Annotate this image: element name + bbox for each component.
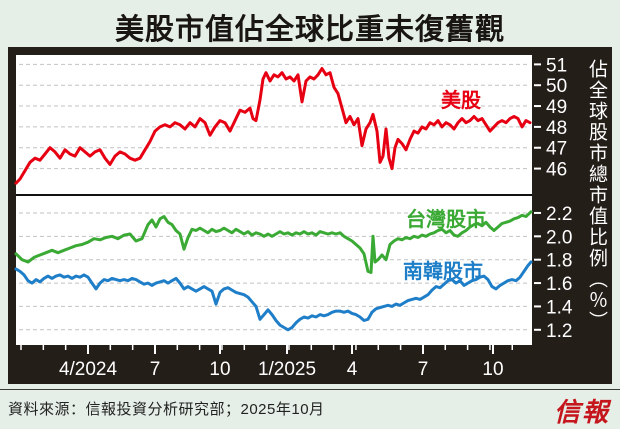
right-axis-title: 佔全球股市總市值比例（％） [586, 59, 607, 332]
series-line-美股 [14, 67, 532, 185]
y-tick-label: 1.8 [546, 251, 572, 272]
y-tick-label: 1.2 [546, 321, 572, 342]
y-tick-label: 51 [546, 55, 567, 76]
x-tick-label: 4/2024 [59, 359, 118, 380]
y-tick-label: 46 [546, 160, 567, 181]
y-tick-label: 1.6 [546, 274, 572, 295]
hkej-logo: 信報 [553, 398, 610, 427]
series-line-南韓股市 [14, 260, 533, 332]
y-tick-label: 47 [546, 139, 567, 160]
y-tick-label: 2.2 [546, 204, 572, 225]
x-tick-label: 1/2025 [258, 359, 316, 380]
page-title: 美股市值佔全球比重未復舊觀 [114, 14, 505, 46]
x-tick-label: 10 [209, 359, 230, 380]
y-tick-label: 50 [546, 76, 567, 97]
y-tick-label: 1.4 [546, 297, 573, 318]
source-divider [0, 389, 620, 390]
y-tick-label: 49 [546, 97, 567, 118]
chart-frame: 51 50 49 48 47 46 2.2 2.0 1.8 1.6 1.4 1.2 4/2024 7 10 1… [8, 47, 612, 384]
x-tick-label: 7 [150, 359, 161, 380]
series-line-台灣股市 [14, 210, 533, 274]
source-note: 資料來源：信報投資分析研究部；2025年10月 [8, 401, 325, 418]
x-tick-label: 10 [482, 359, 503, 380]
legend-us-stocks: 美股 [441, 90, 481, 112]
y-tick-label: 2.0 [546, 227, 572, 248]
y-tick-label: 48 [546, 118, 567, 139]
x-tick-label: 4 [347, 359, 358, 380]
legend-taiwan-stocks: 台灣股市 [406, 209, 486, 231]
legend-south-korea-stocks: 南韓股市 [403, 261, 483, 283]
x-tick-label: 7 [418, 359, 429, 380]
